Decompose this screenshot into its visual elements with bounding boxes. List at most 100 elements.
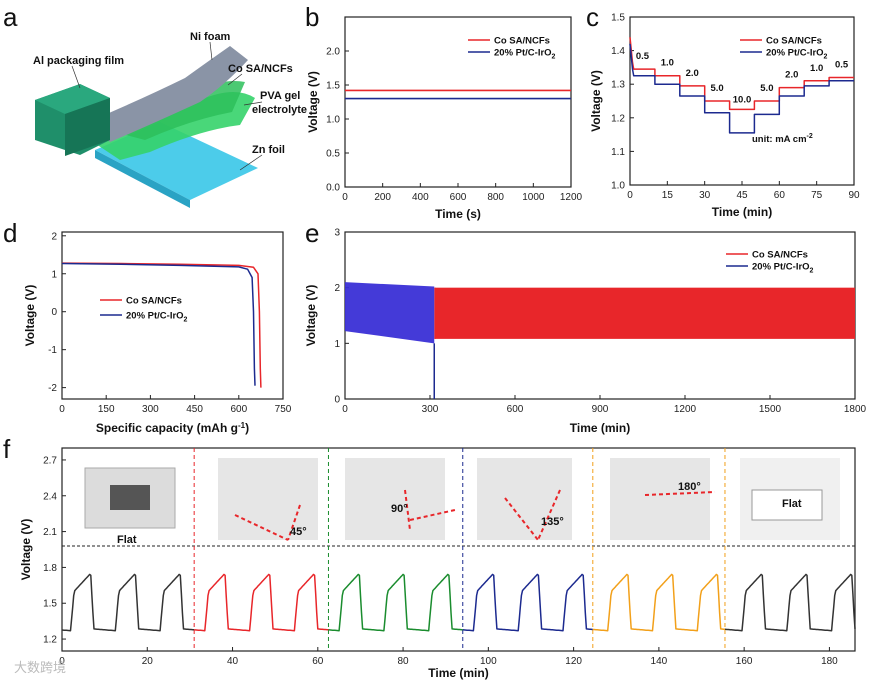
y-tick-label: 2.4 (43, 491, 57, 502)
x-tick-label: 0 (59, 404, 65, 415)
x-tick-label: 80 (398, 656, 410, 667)
y-axis-label: Voltage (V) (306, 71, 320, 133)
x-tick-label: 800 (487, 192, 504, 203)
label-al-packaging: Al packaging film (33, 55, 124, 67)
x-axis-label-sup: -1 (238, 421, 246, 430)
y-tick-label: 1 (334, 339, 340, 350)
unit-note: unit: mA cm-2 (752, 133, 813, 145)
x-tick-label: 160 (736, 656, 753, 667)
series-line-co (61, 262, 262, 388)
series-line-pt (61, 262, 256, 386)
label-ni-foam: Ni foam (190, 31, 231, 43)
current-density-label: 1.0 (661, 58, 674, 69)
photo-label-180: 180° (678, 481, 701, 493)
y-axis-label: Voltage (V) (19, 519, 33, 581)
x-tick-label: 1200 (560, 192, 583, 203)
cycling-curve-segment (462, 573, 593, 632)
watermark: 大数跨境 (14, 661, 66, 676)
x-tick-label: 120 (565, 656, 582, 667)
cycling-curve-segment (61, 573, 195, 632)
current-density-label: 2.0 (785, 69, 798, 80)
panel-label-e: e (305, 218, 319, 248)
y-tick-label: -2 (48, 383, 57, 394)
y-tick-label: 2.1 (43, 527, 57, 538)
current-density-label: 1.0 (810, 63, 823, 74)
x-tick-label: 20 (142, 656, 154, 667)
y-tick-label: 1.5 (43, 599, 57, 610)
label-electrolyte: electrolyte (252, 104, 307, 116)
al-packaging-top (35, 84, 110, 114)
series-band-co (434, 287, 855, 339)
x-tick-label: 180 (821, 656, 838, 667)
y-tick-label: 0.0 (326, 183, 340, 194)
unit-note-sup: -2 (807, 133, 813, 140)
y-tick-label: 1.5 (326, 81, 340, 92)
pouch-electrode (110, 485, 150, 510)
legend-label-pt: 20% Pt/C-IrO2 (494, 48, 556, 61)
y-tick-label: 0 (334, 395, 340, 406)
photo-label-45: 45° (290, 526, 307, 538)
cycling-curve-segment (592, 573, 726, 632)
legend-label-pt: 20% Pt/C-IrO2 (752, 262, 814, 275)
plot-frame (61, 231, 284, 400)
series-line-pt (629, 43, 854, 134)
y-tick-label: 1.4 (611, 46, 625, 57)
panel-label-b: b (305, 2, 319, 32)
y-tick-label: 1.0 (326, 115, 340, 126)
y-tick-label: 1.3 (611, 80, 625, 91)
y-tick-label: 2 (334, 283, 340, 294)
x-axis-label: Time (min) (570, 421, 630, 435)
x-tick-label: 60 (312, 656, 324, 667)
photo-flat-pouch-2 (751, 489, 823, 521)
panel-label-c: c (586, 2, 599, 32)
x-axis-label: Specific capacity (mAh g-1) (96, 421, 249, 435)
x-tick-label: 1800 (844, 404, 867, 415)
photo-label-flat-1: Flat (117, 534, 137, 546)
cycling-curve-segment (194, 573, 329, 632)
x-tick-label: 0 (342, 192, 348, 203)
x-tick-label: 0 (342, 404, 348, 415)
x-tick-label: 0 (627, 190, 633, 201)
current-density-label: 0.5 (636, 51, 650, 62)
photo-label-flat-2: Flat (782, 498, 802, 510)
x-tick-label: 400 (412, 192, 429, 203)
legend-label-pt-sub: 2 (810, 268, 814, 275)
current-density-label: 5.0 (711, 83, 724, 94)
x-axis-label: Time (min) (712, 205, 772, 219)
x-tick-label: 1000 (522, 192, 545, 203)
x-tick-label: 140 (651, 656, 668, 667)
legend-label-co: Co SA/NCFs (126, 296, 182, 307)
x-tick-label: 300 (142, 404, 159, 415)
legend-label-pt: 20% Pt/C-IrO2 (126, 311, 188, 324)
x-axis-label: Time (s) (435, 207, 481, 221)
x-tick-label: 60 (774, 190, 786, 201)
series-line-co (629, 37, 854, 111)
panel-label-d: d (3, 218, 17, 248)
x-tick-label: 300 (422, 404, 439, 415)
y-tick-label: 1.1 (611, 147, 625, 158)
label-pva-gel: PVA gel (260, 90, 300, 102)
plot-frame (61, 447, 856, 652)
legend-label-pt: 20% Pt/C-IrO2 (766, 48, 828, 61)
y-tick-label: 1.5 (611, 13, 625, 24)
ni-foam-layer (88, 46, 248, 142)
y-tick-label: 1 (51, 269, 57, 280)
chart-b: 0 200 400 600 800 1000 1200 0.0 0.5 1.0 1.5 2.0 Time… (306, 16, 583, 221)
cycling-curve-segment (724, 573, 856, 632)
series-band-pt (345, 282, 435, 344)
battery-schematic: Al packaging film Ni foam Co SA/NCFs PVA… (33, 31, 307, 208)
photo-bend-90 (345, 458, 445, 540)
y-tick-label: 2.7 (43, 455, 57, 466)
x-tick-label: 900 (592, 404, 609, 415)
current-density-label: 10.0 (733, 95, 752, 106)
chart-c: 0 15 30 45 60 75 90 1.0 1.1 1.2 1.3 1.4 1.5 Time (min… (589, 13, 860, 220)
legend-label-co: Co SA/NCFs (766, 36, 822, 47)
legend-label-pt-sub: 2 (552, 54, 556, 61)
legend-label-co: Co SA/NCFs (752, 250, 808, 261)
x-tick-label: 40 (227, 656, 239, 667)
photo-label-135: 135° (541, 516, 564, 528)
photo-label-90: 90° (391, 503, 408, 515)
y-tick-label: 1.0 (611, 181, 625, 192)
y-axis-label: Voltage (V) (23, 285, 37, 347)
label-zn-foil: Zn foil (252, 144, 285, 156)
